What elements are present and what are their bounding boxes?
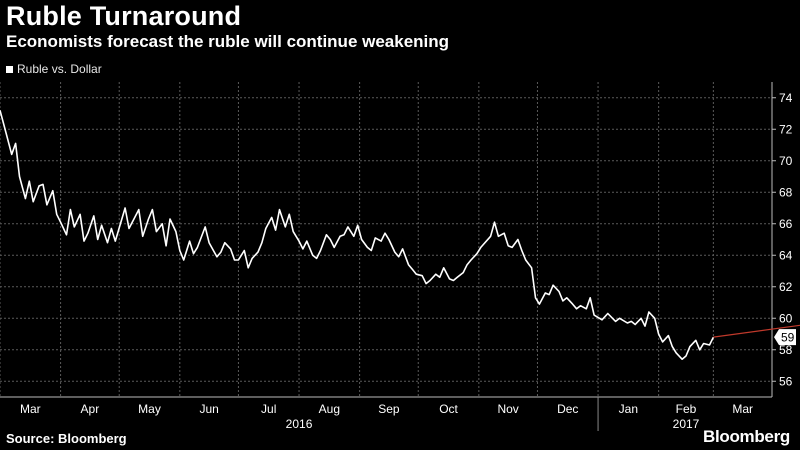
last-value-label: 59 [781, 331, 795, 345]
year-label: 2016 [286, 417, 313, 431]
y-tick-label: 56 [779, 374, 793, 388]
legend: Ruble vs. Dollar [6, 62, 102, 76]
y-tick-label: 64 [779, 248, 793, 262]
x-tick-label: May [138, 402, 161, 416]
x-tick-label: Sep [378, 402, 400, 416]
y-tick-label: 66 [779, 217, 793, 231]
x-tick-label: Jun [199, 402, 218, 416]
x-tick-label: Mar [20, 402, 41, 416]
y-tick-label: 68 [779, 185, 793, 199]
legend-label: Ruble vs. Dollar [17, 62, 102, 76]
y-tick-label: 70 [779, 154, 793, 168]
year-label: 2017 [673, 417, 700, 431]
chart-subtitle: Economists forecast the ruble will conti… [6, 32, 450, 51]
x-tick-label: Jul [261, 402, 276, 416]
y-tick-label: 62 [779, 280, 793, 294]
last-value-tag [774, 329, 796, 346]
x-tick-label: Oct [439, 402, 458, 416]
legend-swatch [6, 65, 13, 73]
x-tick-label: Aug [319, 402, 340, 416]
y-tick-label: 72 [779, 122, 793, 136]
chart-title: Ruble Turnaround [6, 1, 242, 31]
x-tick-label: Apr [81, 402, 100, 416]
series-line-ruble-vs-dollar [0, 110, 715, 361]
bloomberg-logo: Bloomberg [702, 427, 790, 446]
x-tick-label: Feb [676, 402, 697, 416]
x-tick-label: Jan [619, 402, 638, 416]
y-tick-label: 58 [779, 343, 793, 357]
y-tick-label: 60 [779, 311, 793, 325]
source-note: Source: Bloomberg [6, 431, 127, 446]
y-tick-label: 74 [779, 91, 793, 105]
x-tick-label: Mar [732, 402, 753, 416]
x-tick-label: Nov [497, 402, 518, 416]
forecast-arrow-line [713, 324, 800, 338]
x-tick-label: Dec [557, 402, 578, 416]
